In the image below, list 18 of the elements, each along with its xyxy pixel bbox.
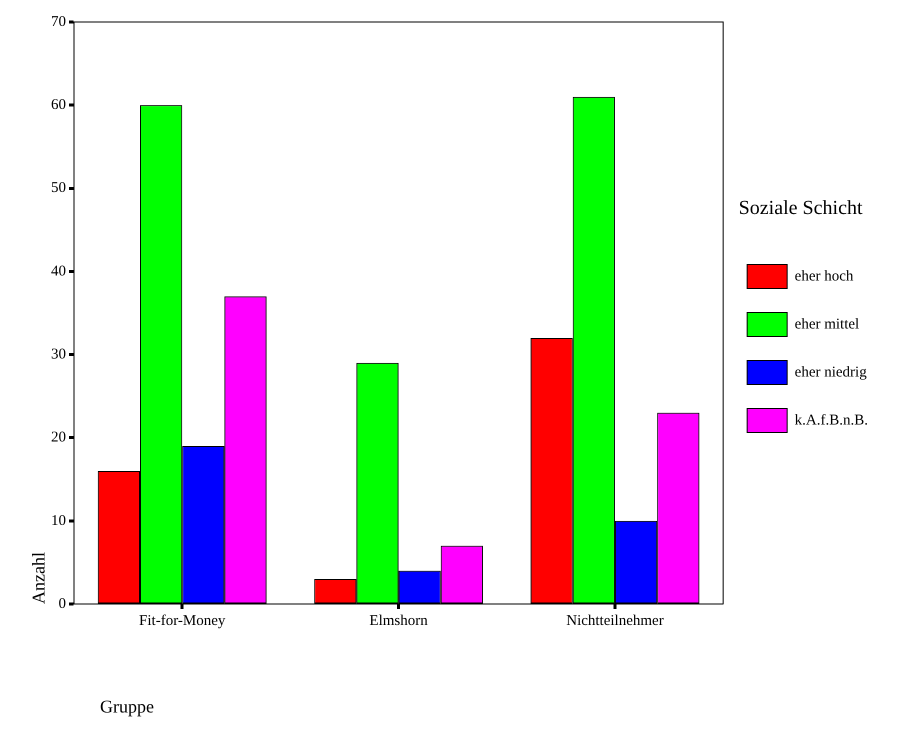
y-tick-label: 20 xyxy=(51,430,66,446)
y-tick-label: 30 xyxy=(51,346,66,363)
legend-label: eher hoch xyxy=(794,268,854,284)
x-axis-title: Gruppe xyxy=(100,696,154,717)
x-tick-label: Fit-for-Money xyxy=(139,612,226,629)
y-tick-label: 60 xyxy=(51,97,66,114)
x-tick-label: Elmshorn xyxy=(369,612,428,629)
y-tick-label: 50 xyxy=(51,180,66,196)
legend-label: eher niedrig xyxy=(794,364,868,380)
y-tick-label: 70 xyxy=(51,14,66,30)
x-tick-label: Nichtteilnehmer xyxy=(566,612,664,629)
y-tick-label: 0 xyxy=(58,596,66,612)
legend-label: k.A.f.B.n.B. xyxy=(794,412,868,428)
legend-label: eher mittel xyxy=(794,316,860,332)
y-axis-title: Anzahl xyxy=(28,552,49,604)
y-tick-label: 10 xyxy=(51,512,66,529)
y-tick-label: 40 xyxy=(51,263,66,280)
legend-title: Soziale Schicht xyxy=(738,196,863,219)
